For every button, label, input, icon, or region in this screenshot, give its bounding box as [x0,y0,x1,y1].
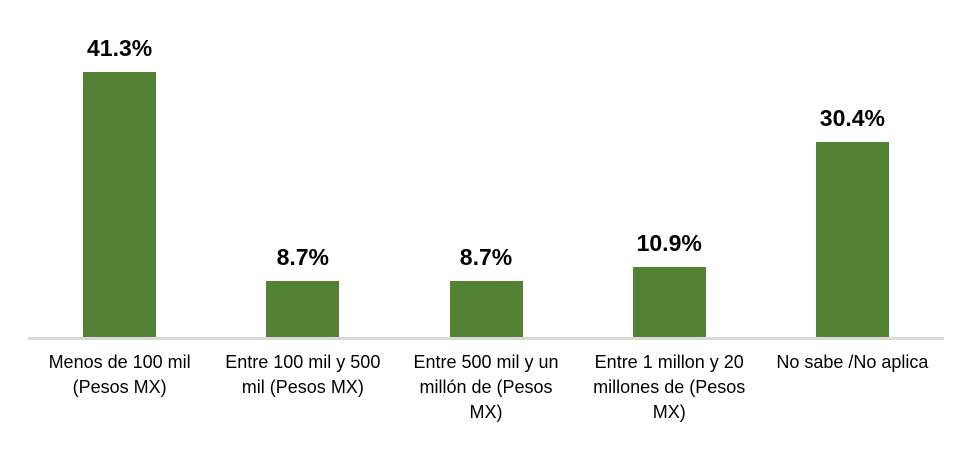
bar [266,281,340,337]
bar-column: 8.7% [211,0,394,337]
bar [83,72,157,337]
category-label: Entre 500 mil y un millón de (Pesos MX) [413,352,559,422]
bar-column: 8.7% [394,0,577,337]
data-label: 8.7% [276,244,330,270]
category-label: Entre 100 mil y 500 mil (Pesos MX) [225,352,381,397]
category-label: Menos de 100 mil (Pesos MX) [48,352,191,397]
bar-column: 30.4% [761,0,944,337]
category-axis: Menos de 100 mil (Pesos MX) Entre 100 mil… [28,350,944,425]
data-label: 30.4% [819,105,886,131]
bar-column: 41.3% [28,0,211,337]
bar [449,281,523,337]
data-label: 10.9% [636,230,702,256]
x-axis-line [28,337,944,340]
data-label: 41.3% [86,35,153,61]
bar [815,142,889,337]
data-label: 8.7% [459,244,513,270]
category-label: No sabe /No aplica [776,352,929,372]
bar-column: 10.9% [578,0,761,337]
plot-area: 41.3% 8.7% 8.7% 10.9% 30.4% [28,0,944,337]
category-label: Entre 1 millon y 20 millones de (Pesos M… [593,352,746,422]
bar [632,267,706,337]
